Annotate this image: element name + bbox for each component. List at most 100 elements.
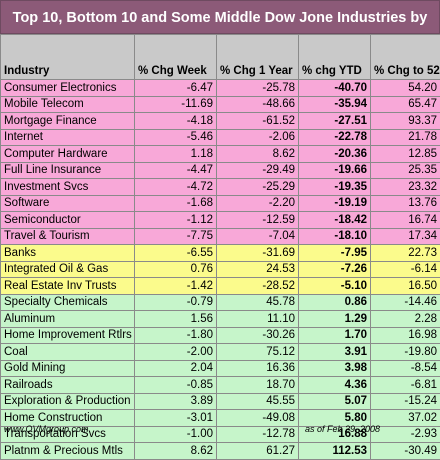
cell-chg-to-midpt: 25.35 (371, 162, 440, 179)
cell-chg-1year: -12.59 (217, 212, 299, 229)
cell-chg-1year: -28.52 (217, 278, 299, 295)
cell-industry: Semiconductor (1, 212, 135, 229)
cell-chg-ytd: 5.07 (299, 393, 371, 410)
cell-chg-1year: -2.06 (217, 129, 299, 146)
header-row: Industry % Chg Week % Chg 1 Year % chg Y… (1, 35, 440, 80)
cell-chg-1year: -61.52 (217, 113, 299, 130)
cell-chg-to-midpt: -30.49 (371, 443, 440, 460)
cell-chg-ytd: -19.35 (299, 179, 371, 196)
cell-chg-1year: -48.66 (217, 96, 299, 113)
cell-chg-1year: 45.78 (217, 294, 299, 311)
cell-chg-1year: -25.78 (217, 80, 299, 97)
cell-chg-ytd: -35.94 (299, 96, 371, 113)
cell-chg-week: -4.47 (135, 162, 217, 179)
cell-chg-1year: 75.12 (217, 344, 299, 361)
cell-industry: Integrated Oil & Gas (1, 261, 135, 278)
cell-chg-week: 8.62 (135, 443, 217, 460)
header-chg-to-midpt: % Chg to 52 Wk HiLo MidPt (371, 35, 440, 80)
cell-chg-to-midpt: 16.74 (371, 212, 440, 229)
cell-chg-to-midpt: 13.76 (371, 195, 440, 212)
cell-chg-ytd: -20.36 (299, 146, 371, 163)
table-title: Top 10, Bottom 10 and Some Middle Dow Jo… (0, 0, 440, 34)
cell-chg-ytd: 112.53 (299, 443, 371, 460)
cell-industry: Computer Hardware (1, 146, 135, 163)
cell-chg-ytd: -19.66 (299, 162, 371, 179)
cell-chg-week: -1.12 (135, 212, 217, 229)
dow-industries-table-figure: Top 10, Bottom 10 and Some Middle Dow Jo… (0, 0, 440, 437)
cell-industry: Internet (1, 129, 135, 146)
cell-chg-1year: 45.55 (217, 393, 299, 410)
cell-chg-week: -7.75 (135, 228, 217, 245)
footer-date: as of Feb 29, 2008 (305, 424, 380, 434)
cell-chg-ytd: -18.10 (299, 228, 371, 245)
cell-chg-week: 1.56 (135, 311, 217, 328)
header-chg-1year: % Chg 1 Year (217, 35, 299, 80)
cell-chg-week: 1.18 (135, 146, 217, 163)
cell-chg-week: -6.47 (135, 80, 217, 97)
cell-chg-to-midpt: 21.78 (371, 129, 440, 146)
cell-chg-to-midpt: 93.37 (371, 113, 440, 130)
cell-chg-to-midpt: 23.32 (371, 179, 440, 196)
cell-chg-1year: 18.70 (217, 377, 299, 394)
cell-chg-ytd: -19.19 (299, 195, 371, 212)
cell-industry: Railroads (1, 377, 135, 394)
cell-chg-1year: 61.27 (217, 443, 299, 460)
cell-industry: Gold Mining (1, 360, 135, 377)
cell-chg-to-midpt: -8.54 (371, 360, 440, 377)
cell-chg-to-midpt: -14.46 (371, 294, 440, 311)
cell-chg-to-midpt: 12.85 (371, 146, 440, 163)
cell-industry: Investment Svcs (1, 179, 135, 196)
cell-industry: Aluminum (1, 311, 135, 328)
cell-chg-week: -1.42 (135, 278, 217, 295)
cell-chg-to-midpt: 16.98 (371, 327, 440, 344)
cell-industry: Home Improvement Rtlrs (1, 327, 135, 344)
cell-chg-week: -1.68 (135, 195, 217, 212)
cell-chg-to-midpt: -6.81 (371, 377, 440, 394)
cell-chg-to-midpt: 17.34 (371, 228, 440, 245)
cell-chg-to-midpt: 2.28 (371, 311, 440, 328)
cell-industry: Platnm & Precious Mtls (1, 443, 135, 460)
cell-chg-1year: -25.29 (217, 179, 299, 196)
cell-chg-ytd: -40.70 (299, 80, 371, 97)
cell-chg-to-midpt: 16.50 (371, 278, 440, 295)
cell-chg-week: 0.76 (135, 261, 217, 278)
industries-table: Industry % Chg Week % Chg 1 Year % chg Y… (0, 34, 440, 460)
cell-industry: Full Line Insurance (1, 162, 135, 179)
cell-chg-ytd: 3.98 (299, 360, 371, 377)
cell-chg-1year: -29.49 (217, 162, 299, 179)
cell-chg-week: -4.18 (135, 113, 217, 130)
footer-source: www.QVMgroup.com (4, 424, 89, 434)
cell-chg-1year: -7.04 (217, 228, 299, 245)
cell-chg-1year: -31.69 (217, 245, 299, 262)
cell-chg-to-midpt: 65.47 (371, 96, 440, 113)
cell-chg-ytd: -7.95 (299, 245, 371, 262)
cell-chg-ytd: 3.91 (299, 344, 371, 361)
cell-industry: Mobile Telecom (1, 96, 135, 113)
cell-chg-to-midpt: 54.20 (371, 80, 440, 97)
cell-chg-week: 2.04 (135, 360, 217, 377)
cell-chg-ytd: 0.86 (299, 294, 371, 311)
cell-chg-ytd: 4.36 (299, 377, 371, 394)
cell-chg-ytd: 1.70 (299, 327, 371, 344)
cell-industry: Specialty Chemicals (1, 294, 135, 311)
cell-chg-ytd: -22.78 (299, 129, 371, 146)
cell-industry: Coal (1, 344, 135, 361)
cell-chg-ytd: -5.10 (299, 278, 371, 295)
cell-chg-to-midpt: -6.14 (371, 261, 440, 278)
